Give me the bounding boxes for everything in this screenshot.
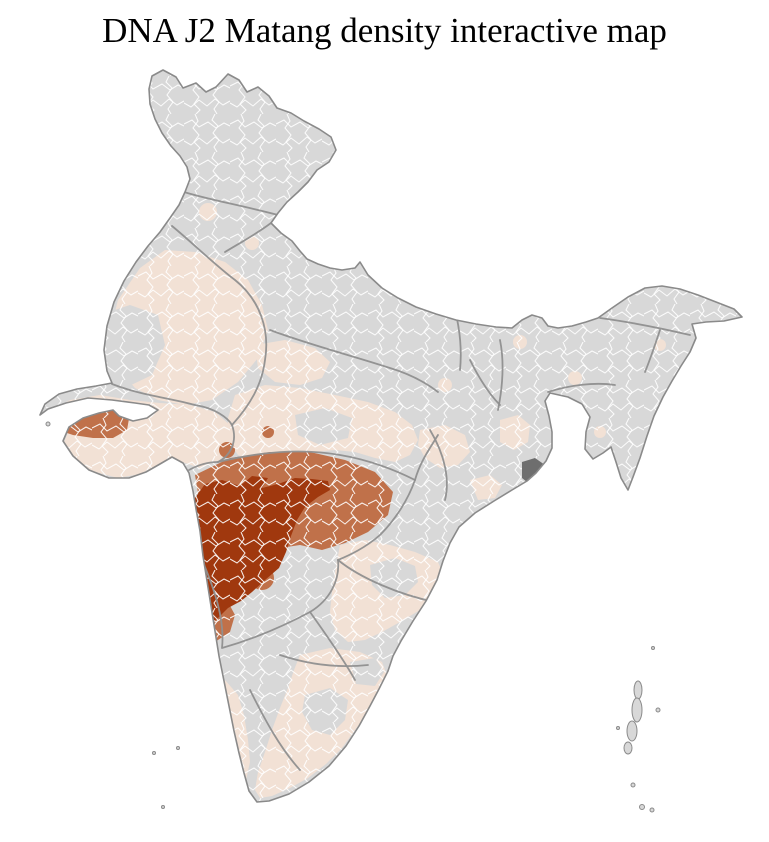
andaman-nicobar-islands[interactable]	[616, 646, 661, 813]
page-title: DNA J2 Matang density interactive map	[102, 11, 667, 50]
lakshadweep-islands[interactable]	[45, 421, 180, 809]
state-borders	[111, 191, 691, 771]
